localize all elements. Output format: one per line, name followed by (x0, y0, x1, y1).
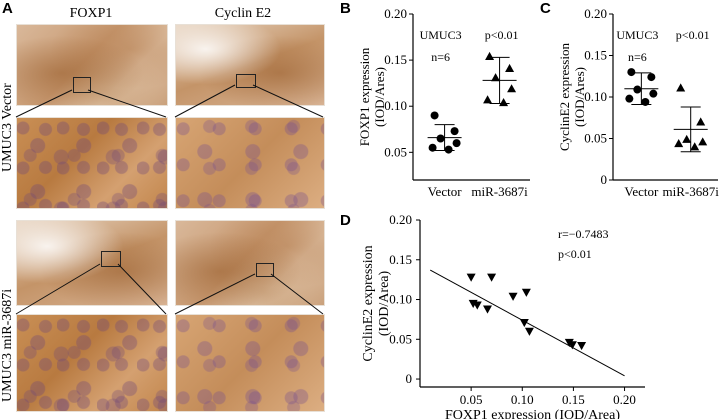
y-axis-label-line2: (IOD/Ares) (372, 67, 387, 127)
data-point-miR-3687i (682, 134, 692, 143)
cell-line-label: UMUC3 (616, 28, 658, 42)
y-tick-label: 0.05 (584, 131, 607, 146)
y-axis-label: CyclinE2 expression(IOD/Ares) (557, 43, 587, 151)
row-label-umuc3-vector: UMUC3 Vector (0, 83, 15, 172)
data-point (466, 273, 476, 282)
data-point (483, 305, 492, 314)
y-tick-label: 0.05 (384, 144, 407, 159)
y-tick-label: 0.15 (384, 52, 407, 67)
data-point-miR-3687i (674, 138, 684, 148)
data-point (577, 342, 587, 351)
data-point (508, 292, 518, 301)
zoom-region-box (73, 77, 91, 93)
y-tick-label: 0.15 (584, 48, 607, 63)
y-axis-label-line1: CyclinE2 expression (361, 245, 376, 361)
cell-line-label: UMUC3 (420, 28, 462, 42)
data-point (519, 318, 529, 328)
column-header-foxp1: FOXP1 (69, 6, 113, 21)
data-point (487, 273, 497, 282)
x-tick-label: 0.05 (460, 392, 483, 407)
n-label: n=6 (628, 50, 647, 64)
y-axis-label-line1: CyclinE2 expression (557, 43, 572, 151)
data-point-Vector (641, 97, 650, 106)
x-tick-label: 0.15 (562, 392, 585, 407)
data-point-miR-3687i (491, 73, 501, 82)
x-category-label: miR-3687i (663, 184, 720, 199)
y-axis-label: FOXP1 expression(IOD/Ares) (357, 47, 387, 146)
n-label: n=6 (431, 50, 450, 64)
data-point-miR-3687i (485, 51, 495, 61)
x-category-label: Vector (428, 184, 463, 199)
row-label-umuc3-mir-3687i: UMUC3 miR-3687i (0, 288, 15, 402)
y-tick-label: 0.10 (384, 98, 407, 113)
x-category-label: Vector (624, 184, 659, 199)
data-point-miR-3687i (505, 63, 515, 73)
y-axis-label-line2: (IOD/Ares) (572, 67, 587, 127)
data-point-miR-3687i (676, 83, 686, 92)
zoom-region-box (256, 263, 274, 277)
y-axis-label-line1: FOXP1 expression (357, 47, 372, 146)
y-tick-label: 0.20 (389, 212, 412, 227)
data-point-Vector (450, 127, 459, 136)
data-point-Vector (436, 134, 445, 143)
micrograph-cyclin-mir-high (175, 314, 325, 412)
data-point-Vector (633, 85, 642, 94)
data-point-miR-3687i (483, 95, 493, 104)
x-category-label: miR-3687i (471, 184, 528, 199)
data-point-miR-3687i (499, 98, 509, 107)
micrograph-cyclin-vector-low (175, 24, 325, 106)
x-axis-label: FOXP1 expression (IOD/Area) (445, 408, 620, 419)
panel-b-letter: B (340, 0, 351, 17)
data-point-Vector (452, 139, 461, 148)
micrograph-cyclin-vector-high (175, 117, 325, 209)
correlation-r-label: r=−0.7483 (558, 227, 609, 241)
column-header-cyclin-e2: Cyclin E2 (214, 6, 272, 21)
data-point (567, 341, 577, 350)
p-value-label: p<0.01 (676, 28, 710, 42)
micrograph-foxp1-vector-high (16, 117, 168, 209)
y-tick-label: 0.20 (384, 6, 407, 21)
p-value-label: p<0.01 (558, 247, 592, 261)
p-value-label: p<0.01 (485, 28, 519, 42)
data-point-Vector (627, 68, 636, 77)
y-tick-label: 0.05 (389, 331, 412, 346)
data-point-Vector (647, 73, 656, 82)
regression-line (429, 269, 625, 377)
data-point-Vector (428, 143, 437, 152)
y-tick-label: 0 (406, 371, 413, 386)
data-point-Vector (625, 94, 634, 103)
y-axis-label: CyclinE2 expression(IOD/Area) (361, 245, 392, 361)
data-point-miR-3687i (696, 117, 706, 126)
y-tick-label: 0.20 (584, 6, 607, 21)
data-point-miR-3687i (690, 142, 700, 151)
micrograph-foxp1-mir-low (16, 220, 168, 306)
x-tick-label: 0.10 (511, 392, 534, 407)
data-point-miR-3687i (507, 84, 517, 93)
y-tick-label: 0.15 (389, 252, 412, 267)
zoom-region-box (101, 251, 121, 267)
panel-c-letter: C (540, 0, 551, 17)
data-point-Vector (444, 145, 453, 154)
y-tick-label: 0.10 (389, 292, 412, 307)
zoom-region-box (236, 74, 256, 88)
panel-a-letter: A (2, 0, 13, 17)
chart-b-foxp1: 0.05 0.10 0.15 0.20 FOXP1 expression(IOD/Are… (357, 6, 530, 199)
data-point (524, 327, 534, 336)
panel-d-letter: D (340, 212, 351, 229)
y-tick-label: 0 (601, 172, 608, 187)
y-tick-label: 0.10 (584, 89, 607, 104)
data-point-Vector (430, 111, 439, 120)
data-point (521, 288, 531, 297)
micrograph-foxp1-vector-low (16, 24, 168, 106)
chart-c-cyclin: 0 0.05 0.10 0.15 0.20 CyclinE2 expression(IOD… (557, 6, 720, 199)
x-tick-label: 0.20 (613, 392, 636, 407)
data-point (472, 301, 482, 310)
data-point-Vector (649, 89, 658, 98)
micrograph-foxp1-mir-high (16, 314, 168, 412)
y-axis-label-line2: (IOD/Area) (377, 271, 392, 337)
micrograph-cyclin-mir-low (175, 220, 325, 306)
data-point-miR-3687i (698, 137, 708, 146)
